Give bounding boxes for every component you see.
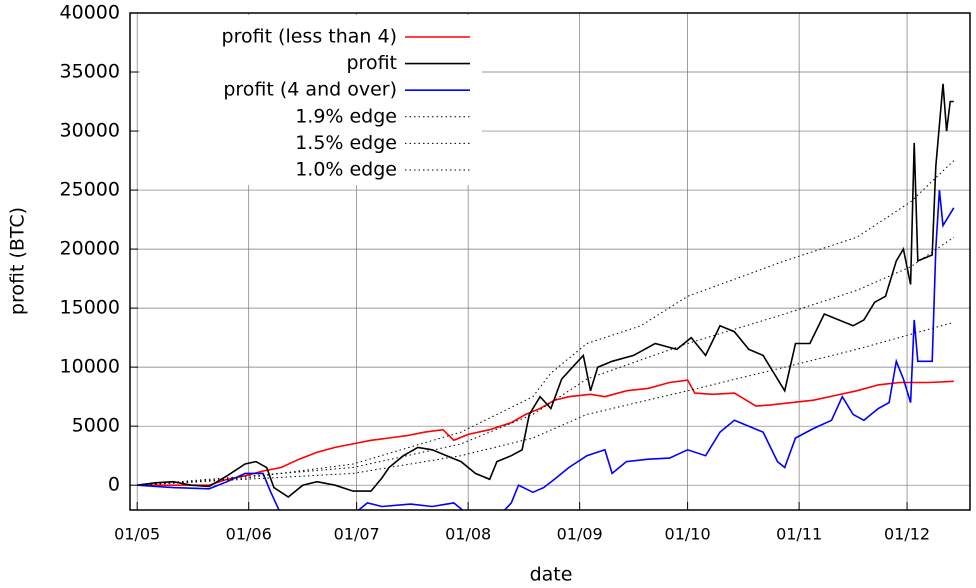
series-line <box>137 160 955 486</box>
y-tick-label: 0 <box>108 474 120 496</box>
x-tick-label: 01/11 <box>776 525 822 544</box>
x-tick-label: 01/06 <box>226 525 272 544</box>
plot-lines <box>137 83 955 510</box>
x-tick-label: 01/07 <box>334 525 380 544</box>
series-line <box>137 321 954 486</box>
y-tick-label: 5000 <box>72 415 120 437</box>
series-line <box>137 190 955 510</box>
legend: profit (less than 4) profit profit (4 and … <box>222 26 470 181</box>
legend-label: 1.5% edge <box>295 132 397 154</box>
y-tick-label: 10000 <box>60 356 120 378</box>
y-tick-label: 25000 <box>60 179 120 201</box>
plot-frame <box>129 12 971 511</box>
y-tick-label: 40000 <box>60 2 120 24</box>
y-tick-label: 20000 <box>60 238 120 260</box>
y-tick-label: 35000 <box>60 61 120 83</box>
series-line <box>137 236 955 486</box>
x-tick-label: 01/08 <box>445 525 491 544</box>
series-line <box>137 83 954 498</box>
x-tick-label: 01/05 <box>114 525 160 544</box>
ticks: 0 5000 10000 15000 20000 25000 30000 35000 40000… <box>60 2 931 544</box>
y-tick-label: 15000 <box>60 297 120 319</box>
legend-label: 1.9% edge <box>295 105 397 127</box>
series-line <box>137 379 954 486</box>
legend-label: 1.0% edge <box>295 159 397 181</box>
legend-label: profit (4 and over) <box>223 79 397 101</box>
x-axis-label: date <box>530 564 573 586</box>
legend-label: profit <box>347 52 398 74</box>
y-tick-label: 30000 <box>60 120 120 142</box>
legend-box <box>140 15 482 185</box>
x-tick-label: 01/10 <box>665 525 711 544</box>
x-tick-label: 01/09 <box>557 525 603 544</box>
x-tick-label: 01/12 <box>884 525 930 544</box>
y-axis-label: profit (BTC) <box>7 207 29 315</box>
legend-label: profit (less than 4) <box>222 26 397 48</box>
